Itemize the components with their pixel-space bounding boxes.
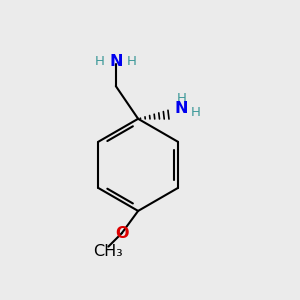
Text: H: H xyxy=(94,55,104,68)
Text: H: H xyxy=(190,106,200,119)
Text: H: H xyxy=(176,92,186,105)
Text: N: N xyxy=(175,101,188,116)
Text: H: H xyxy=(127,55,137,68)
Text: O: O xyxy=(115,226,128,241)
Text: N: N xyxy=(110,54,123,69)
Text: CH₃: CH₃ xyxy=(94,244,123,260)
